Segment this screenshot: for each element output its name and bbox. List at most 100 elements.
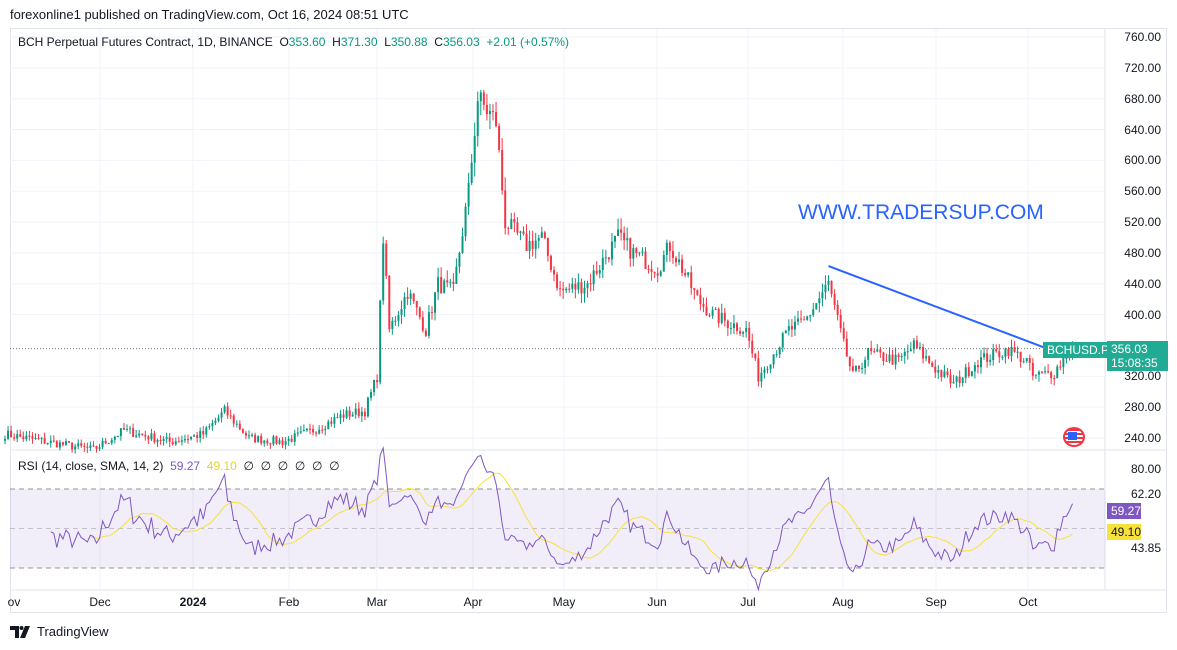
candle-body bbox=[967, 367, 970, 376]
candle-body bbox=[894, 354, 897, 365]
candle-body bbox=[919, 347, 921, 349]
candle-body bbox=[925, 356, 928, 359]
candle-body bbox=[281, 440, 284, 446]
candle-body bbox=[885, 360, 888, 362]
candle-body bbox=[260, 436, 263, 444]
candle-body bbox=[864, 359, 867, 368]
candle-body bbox=[626, 238, 629, 241]
candle-body bbox=[162, 438, 165, 441]
candle-body bbox=[193, 435, 196, 437]
price-axis-label: 440.00 bbox=[1124, 276, 1161, 291]
candle-body bbox=[998, 351, 1001, 358]
candle-body bbox=[119, 428, 122, 437]
candle-body bbox=[305, 428, 308, 431]
rsi-axis-label: 43.85 bbox=[1130, 541, 1161, 555]
time-axis-label: Aug bbox=[832, 595, 854, 609]
candle-body bbox=[690, 272, 693, 289]
candle-body bbox=[244, 432, 247, 436]
price-axis-label: 400.00 bbox=[1124, 307, 1161, 322]
low-label: L bbox=[384, 35, 391, 49]
candle-body bbox=[973, 365, 976, 372]
candle-body bbox=[473, 136, 476, 163]
candle-body bbox=[845, 338, 848, 357]
open-label: O bbox=[279, 35, 289, 49]
candle-body bbox=[330, 421, 333, 424]
candle-body bbox=[147, 436, 150, 440]
candle-body bbox=[937, 370, 940, 373]
candle-body bbox=[854, 365, 857, 371]
candle-body bbox=[693, 288, 696, 291]
candle-body bbox=[452, 281, 455, 284]
candle-body bbox=[49, 440, 52, 444]
candle-body bbox=[574, 283, 577, 290]
candle-body bbox=[848, 356, 851, 367]
candle-body bbox=[1025, 358, 1028, 362]
candle-body bbox=[211, 422, 214, 427]
candle-body bbox=[949, 374, 952, 384]
candle-body bbox=[751, 340, 754, 354]
candle-body bbox=[873, 351, 876, 353]
time-axis-label: Apr bbox=[463, 595, 483, 609]
candle-body bbox=[1053, 378, 1056, 380]
candle-body bbox=[510, 219, 513, 230]
candle-body bbox=[1019, 351, 1022, 362]
tradingview-logo[interactable]: TradingView bbox=[10, 624, 109, 639]
candle-body bbox=[86, 446, 89, 448]
candle-body bbox=[610, 241, 613, 260]
candle-body bbox=[7, 430, 10, 439]
time-axis-label: Jul bbox=[740, 595, 756, 609]
last-price: 356.03 bbox=[1111, 342, 1148, 356]
candle-body bbox=[958, 376, 961, 383]
candle-body bbox=[623, 232, 626, 241]
candle-body bbox=[458, 252, 461, 267]
candle-body bbox=[815, 303, 818, 310]
candle-body bbox=[681, 259, 684, 273]
candle-body bbox=[647, 269, 650, 271]
candle-body bbox=[778, 347, 781, 355]
candle-body bbox=[492, 111, 494, 113]
candle-body bbox=[513, 219, 516, 223]
candle-body bbox=[449, 281, 452, 283]
candle-body bbox=[385, 243, 388, 276]
candle-body bbox=[742, 332, 745, 334]
candle-body bbox=[177, 441, 180, 443]
candle-body bbox=[580, 282, 583, 294]
candle-body bbox=[501, 149, 504, 191]
rsi-label[interactable]: RSI (14, close, SMA, 14, 2) bbox=[18, 459, 164, 473]
candle-body bbox=[906, 351, 909, 353]
candle-body bbox=[1047, 371, 1050, 373]
candle-body bbox=[171, 441, 174, 445]
candle-body bbox=[821, 292, 824, 299]
candle-body bbox=[464, 206, 467, 237]
candle-body bbox=[781, 333, 784, 348]
candle-body bbox=[702, 303, 705, 307]
candle-body bbox=[1065, 357, 1068, 359]
candle-body bbox=[656, 273, 659, 276]
time-axis-label: 2024 bbox=[179, 595, 207, 609]
na-value: ∅ bbox=[294, 459, 306, 473]
candle-body bbox=[876, 349, 879, 352]
candle-body bbox=[565, 288, 568, 291]
candle-body bbox=[101, 440, 104, 448]
candle-body bbox=[80, 443, 83, 446]
symbol-name[interactable]: BCH Perpetual Futures Contract, 1D, BINA… bbox=[18, 35, 273, 49]
na-value: ∅ bbox=[311, 459, 323, 473]
candle-body bbox=[418, 307, 421, 318]
candle-body bbox=[257, 436, 260, 443]
price-axis-label: 640.00 bbox=[1124, 122, 1161, 137]
candle-body bbox=[1044, 371, 1047, 373]
candle-body bbox=[65, 441, 67, 445]
time-axis-label: May bbox=[552, 595, 576, 609]
tradingview-logo-icon bbox=[10, 625, 30, 638]
candle-body bbox=[232, 415, 235, 424]
candle-body bbox=[888, 354, 891, 362]
candle-body bbox=[132, 428, 135, 437]
candle-body bbox=[324, 429, 327, 431]
us-flag-icon[interactable] bbox=[1063, 427, 1085, 447]
price-axis-label: 240.00 bbox=[1124, 431, 1161, 446]
change-value: +2.01 (+0.57%) bbox=[486, 35, 570, 49]
candle-body bbox=[431, 312, 433, 314]
candle-body bbox=[345, 410, 348, 418]
rsi-tag: 59.27 bbox=[1107, 503, 1141, 519]
